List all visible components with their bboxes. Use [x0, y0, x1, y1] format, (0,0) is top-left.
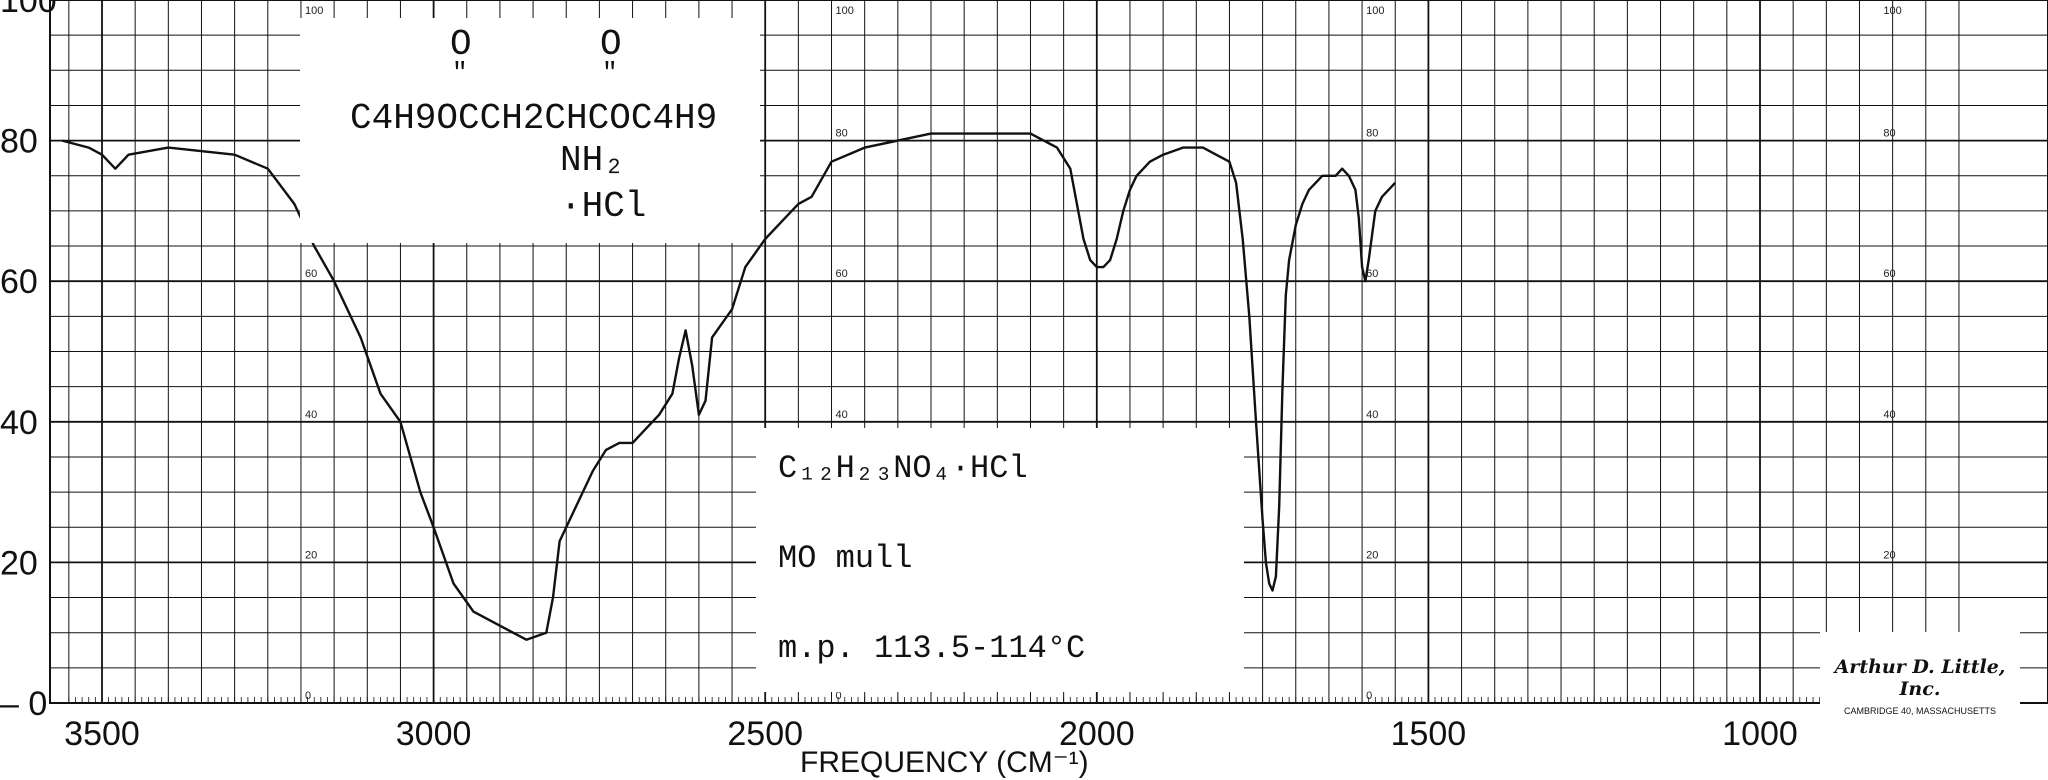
- y-tick-label: 40: [0, 404, 38, 442]
- inner-scale-label: 40: [1883, 409, 1895, 421]
- inner-scale-label: 20: [1366, 549, 1378, 561]
- inner-scale-labels: 1008060402001008060402001008060402001008…: [305, 5, 1902, 702]
- inner-scale-label: 80: [1883, 128, 1895, 140]
- inner-scale-label: 60: [1366, 268, 1378, 280]
- structure-formula: C4H9OCCH2CHCOC4H9: [350, 98, 718, 139]
- inner-scale-label: 0: [1366, 690, 1372, 702]
- inner-scale-label: 60: [1883, 268, 1895, 280]
- y-tick-label: 20: [0, 544, 38, 582]
- sample-medium: MO mull: [778, 540, 913, 577]
- y-tick-label: – 0: [0, 685, 47, 723]
- sample-info-box: C₁₂H₂₃NO₄·HCl MO mull m.p. 113.5-114°C: [756, 428, 1244, 692]
- inner-scale-label: 60: [836, 268, 848, 280]
- inner-scale-label: 100: [305, 5, 323, 17]
- x-tick-label: 2500: [727, 715, 803, 753]
- inner-scale-label: 80: [1366, 128, 1378, 140]
- logo-address: CAMBRIDGE 40, MASSACHUSETTS: [1843, 706, 1997, 716]
- inner-scale-label: 40: [1366, 409, 1378, 421]
- x-axis-title: FREQUENCY (CM⁻¹): [800, 746, 1089, 779]
- x-tick-label: 1500: [1391, 715, 1467, 753]
- inner-scale-label: 40: [305, 409, 317, 421]
- inner-scale-label: 0: [836, 690, 842, 702]
- amine-group: NH₂: [560, 140, 625, 181]
- double-bond-mark-left: ": [452, 58, 468, 88]
- y-tick-label: 60: [0, 263, 38, 301]
- carbonyl-oxygen-right: O: [600, 24, 622, 65]
- inner-scale-label: 80: [836, 128, 848, 140]
- inner-scale-label: 100: [836, 5, 854, 17]
- hydrochloride-label: ·HCl: [560, 186, 647, 227]
- y-tick-label: 80: [0, 123, 38, 161]
- logo-name: Arthur D. Little, Inc.: [1834, 656, 2006, 700]
- x-tick-label: 3000: [396, 715, 472, 753]
- structure-box: O O " " C4H9OCCH2CHCOC4H9 NH₂ ·HCl: [300, 18, 760, 243]
- y-axis-ticks: – 0 20 40 60 80 100: [0, 0, 57, 723]
- x-tick-label: 3500: [64, 715, 140, 753]
- inner-scale-label: 60: [305, 268, 317, 280]
- spectrum-line: [61, 132, 1397, 641]
- x-tick-label: 1000: [1722, 715, 1798, 753]
- molecular-formula: C₁₂H₂₃NO₄·HCl: [778, 450, 1028, 487]
- inner-scale-label: 0: [305, 690, 311, 702]
- carbonyl-oxygen-left: O: [450, 24, 472, 65]
- inner-scale-label: 20: [305, 549, 317, 561]
- x-axis-ticks: 3500 3000 2500 2000 1500 1000: [64, 715, 1798, 753]
- x-tick-label: 2000: [1059, 715, 1135, 753]
- y-tick-label: 100: [0, 0, 57, 20]
- inner-scale-label: 20: [1883, 549, 1895, 561]
- inner-scale-label: 100: [1883, 5, 1901, 17]
- double-bond-mark-right: ": [602, 58, 618, 88]
- publisher-logo: Arthur D. Little, Inc. CAMBRIDGE 40, MAS…: [1820, 632, 2020, 742]
- inner-scale-label: 40: [836, 409, 848, 421]
- melting-point: m.p. 113.5-114°C: [778, 630, 1086, 667]
- inner-scale-label: 100: [1366, 5, 1384, 17]
